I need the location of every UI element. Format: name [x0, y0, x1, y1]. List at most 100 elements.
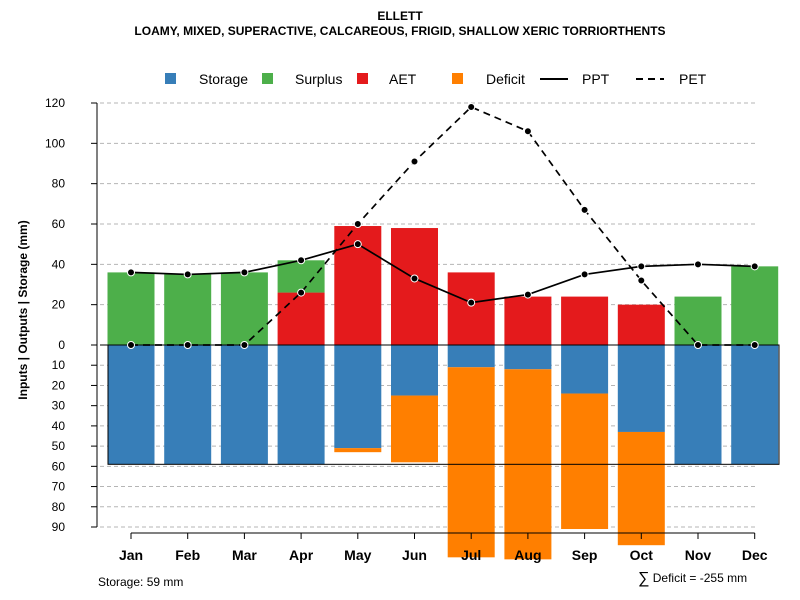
ppt-point-sep — [580, 270, 589, 279]
x-tick-label-sep: Sep — [572, 547, 598, 563]
ppt-point-dec — [750, 262, 759, 271]
y-axis-title: Inputs | Outputs | Storage (mm) — [16, 220, 30, 399]
y-tick-label: 0 — [58, 338, 65, 352]
pet-point-sep — [580, 205, 589, 214]
aet-bar-jun — [391, 228, 438, 345]
surplus-bar-dec — [731, 266, 779, 345]
ppt-point-jan — [127, 268, 135, 277]
pet-point-jan — [127, 341, 135, 349]
surplus-bar-nov — [674, 296, 722, 345]
storage-frame — [100, 344, 780, 465]
deficit-bar-may — [334, 448, 382, 453]
deficit-bar-oct — [617, 431, 665, 546]
storage-bar-jan — [107, 345, 155, 465]
aet-bar-aug — [504, 296, 552, 345]
aet-bar-apr — [277, 292, 325, 345]
bars — [107, 226, 779, 560]
pet-point-aug — [523, 127, 532, 136]
storage-bar-nov — [674, 345, 722, 465]
axes: 0 20 40 60 80 100 120 10 20 30 40 50 60 70 80 90 Inputs … — [16, 96, 768, 563]
deficit-note: ∑ Deficit = -255 mm — [638, 570, 747, 588]
deficit-bar-sep — [561, 393, 609, 530]
ppt-point-mar — [240, 268, 249, 277]
deficit-text: Deficit = -255 mm — [652, 571, 748, 585]
ppt-point-apr — [297, 256, 306, 265]
ppt-point-feb — [183, 270, 192, 279]
ppt-line — [130, 243, 755, 304]
legend-label-surplus: Surplus — [295, 71, 342, 87]
legend-label-aet: AET — [389, 71, 417, 87]
pet-point-dec — [750, 341, 759, 349]
pet-point-oct — [637, 276, 646, 285]
aet-bar-sep — [561, 296, 609, 345]
ppt-point-nov — [694, 260, 702, 269]
y-tick-label: 40 — [52, 419, 66, 433]
deficit-bar-jul — [447, 367, 495, 558]
pet-point-apr — [297, 288, 306, 297]
y-tick-label: 10 — [52, 358, 66, 372]
y-tick-label: 80 — [52, 177, 66, 191]
storage-bar-aug — [504, 345, 552, 370]
storage-bar-sep — [561, 345, 609, 394]
legend: Storage Surplus AET Deficit PPT PET — [165, 71, 707, 87]
legend-label-pet: PET — [679, 71, 707, 87]
x-tick-label-aug: Aug — [514, 547, 541, 563]
storage-bar-dec — [731, 345, 779, 465]
deficit-bar-jun — [391, 395, 438, 463]
legend-swatch-deficit — [452, 73, 463, 84]
surplus-bar-feb — [164, 274, 212, 345]
x-tick-label-jun: Jun — [402, 547, 427, 563]
pet-point-may — [353, 220, 362, 228]
y-tick-label: 120 — [45, 96, 65, 110]
y-tick-label: 50 — [52, 439, 66, 453]
pet-point-mar — [240, 341, 249, 349]
x-tick-label-mar: Mar — [232, 547, 257, 563]
x-tick-label-apr: Apr — [289, 547, 314, 563]
x-tick-label-jul: Jul — [461, 547, 481, 563]
pet-point-jun — [410, 157, 419, 166]
surplus-bar-mar — [220, 272, 268, 345]
legend-label-storage: Storage — [199, 71, 248, 87]
legend-swatch-surplus — [262, 73, 273, 84]
y-tick-label: 60 — [52, 217, 66, 231]
surplus-bar-jan — [107, 272, 155, 345]
pet-point-nov — [694, 341, 702, 349]
x-tick-label-may: May — [344, 547, 371, 563]
x-tick-label-oct: Oct — [630, 547, 654, 563]
y-tick-label: 70 — [52, 480, 66, 494]
legend-swatch-aet — [357, 73, 368, 84]
y-tick-label: 60 — [52, 459, 66, 473]
legend-label-ppt: PPT — [582, 71, 610, 87]
storage-bar-apr — [277, 345, 325, 465]
chart-title: ELLETT — [377, 9, 423, 23]
storage-bar-feb — [164, 345, 212, 465]
surplus-bar-apr — [277, 260, 325, 293]
storage-note: Storage: 59 mm — [98, 575, 184, 589]
sum-symbol: ∑ — [638, 570, 650, 587]
chart-subtitle: LOAMY, MIXED, SUPERACTIVE, CALCAREOUS, F… — [134, 24, 666, 38]
x-tick-label-jan: Jan — [119, 547, 143, 563]
x-tick-label-feb: Feb — [175, 547, 200, 563]
x-tick-label-dec: Dec — [742, 547, 768, 563]
storage-bar-jun — [391, 345, 438, 396]
storage-bar-mar — [220, 345, 268, 465]
legend-label-deficit: Deficit — [486, 71, 525, 87]
aet-bar-oct — [617, 304, 665, 345]
y-tick-label: 40 — [52, 257, 66, 271]
storage-bar-jul — [447, 345, 495, 368]
storage-bar-oct — [617, 345, 665, 432]
pet-point-feb — [183, 341, 192, 349]
y-tick-label: 20 — [52, 298, 66, 312]
x-tick-label-nov: Nov — [685, 547, 712, 563]
y-tick-label: 20 — [52, 378, 66, 392]
ppt-point-aug — [523, 290, 532, 299]
y-tick-label: 30 — [52, 399, 66, 413]
lines — [127, 103, 759, 349]
y-tick-label: 100 — [45, 136, 65, 150]
ppt-point-oct — [637, 262, 646, 271]
pet-point-jul — [467, 103, 476, 112]
ppt-point-may — [353, 240, 362, 249]
legend-swatch-storage — [165, 73, 176, 84]
ppt-point-jun — [410, 274, 419, 283]
